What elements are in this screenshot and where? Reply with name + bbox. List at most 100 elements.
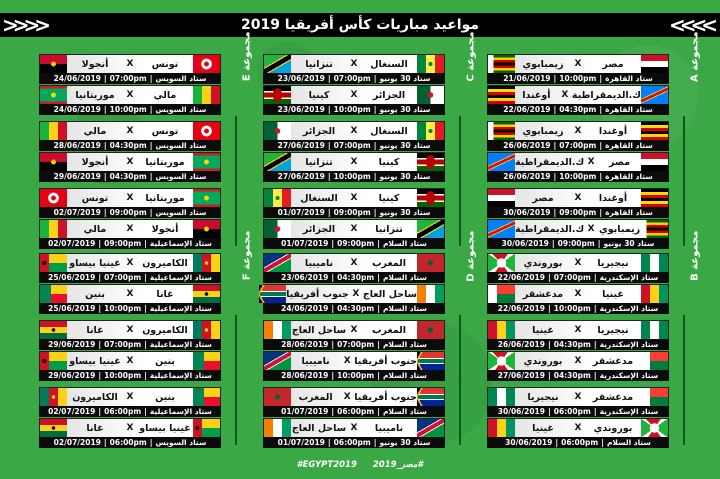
versus-separator: X <box>574 193 582 203</box>
match-teams-row: بوروندي X غينيا <box>487 418 669 437</box>
page-title: مواعيد مباريات كأس أفريقيا 2019 <box>240 17 480 33</box>
home-team: مصر <box>602 58 624 70</box>
match-teams-row: ك.الديمقراطية X أوغندا <box>487 85 669 104</box>
match-info: ستاد القاهرة | 10:00pm | 21/06/2019 <box>487 73 669 84</box>
away-team: موريتانيا <box>75 89 115 101</box>
drc-flag-icon <box>488 153 515 171</box>
match-venue: ستاد القاهرة <box>605 172 653 181</box>
angola-flag-icon <box>40 55 67 73</box>
match-date: 23/06/2019 <box>281 273 329 282</box>
info-divider: | <box>548 304 551 313</box>
versus-separator: X <box>574 392 582 402</box>
match-time: 10:00pm <box>104 304 142 313</box>
teams: مدغشقر X بوروندي <box>515 352 641 370</box>
match-venue: ستاد السويس <box>155 172 207 181</box>
away-team: مصر <box>532 192 554 204</box>
match-venue: ستاد 30 يونيو <box>379 105 431 114</box>
away-team: بوروندي <box>523 355 563 367</box>
info-divider: | <box>551 239 555 248</box>
burundi-flag-icon <box>641 419 668 437</box>
match-time: 06:00pm <box>104 407 142 416</box>
away-team: الجزائر <box>302 125 336 137</box>
versus-separator: X <box>352 289 360 299</box>
match-date: 29/06/2019 <box>48 340 96 349</box>
home-team: أنجولا <box>151 223 179 235</box>
ivorycoast-flag-icon <box>264 321 291 339</box>
hashtag-en: #EGYPT2019 <box>296 460 357 470</box>
versus-separator: X <box>126 356 134 366</box>
versus-separator: X <box>574 325 582 335</box>
match-card: أوغندا X زيمبابوي ستاد القاهرة | 07:00pm |… <box>487 121 669 151</box>
match-card: الكاميرون X غينيا بيساو ستاد الإسماعيلية… <box>39 253 221 283</box>
info-divider: | <box>331 239 335 248</box>
match-info: ستاد 30 يونيو | 07:00pm | 27/06/2019 <box>263 140 445 151</box>
match-info: ستاد الإسماعيلية | 07:00pm | 29/06/2019 <box>39 339 221 350</box>
group-label: مجموعة D <box>465 230 477 282</box>
versus-separator: X <box>587 224 595 234</box>
match-info: ستاد الإسكندرية | 10:00pm | 22/06/2019 <box>487 303 669 314</box>
info-divider: | <box>327 172 331 181</box>
match-venue: ستاد السويس <box>155 74 207 83</box>
match-info: ستاد السويس | 10:00pm | 24/06/2019 <box>39 104 221 115</box>
match-info: ستاد الإسكندرية | 06:00pm | 30/06/2019 <box>487 406 669 417</box>
group-divider-line <box>683 116 685 246</box>
match-date: 22/06/2019 <box>497 304 545 313</box>
teams: بوروندي X غينيا <box>515 419 641 437</box>
match-teams-row: مصر X ك.الديمقراطية <box>487 152 669 171</box>
group-label: مجموعة F <box>241 230 253 281</box>
teams: بنين X غينيا بيساو <box>67 352 193 370</box>
burundi-flag-icon <box>488 254 515 272</box>
morocco-flag-icon <box>264 388 291 406</box>
match-date: 22/06/2019 <box>497 273 545 282</box>
match-time: 06:00pm <box>337 407 375 416</box>
match-date: 27/06/2019 <box>277 141 325 150</box>
group-divider-line <box>235 315 237 445</box>
home-team: كينيا <box>378 192 400 204</box>
info-divider: | <box>377 273 380 282</box>
egypt-flag-icon <box>641 153 668 171</box>
home-team: غينيا <box>602 288 624 300</box>
info-divider: | <box>149 438 153 447</box>
match-teams-row: مدغشقر X بوروندي <box>487 351 669 370</box>
teams: جنوب أفريقيا X المغرب <box>291 388 417 406</box>
teams: أنجولا X مالي <box>67 220 193 238</box>
home-team: الكاميرون <box>142 257 188 269</box>
versus-separator: X <box>126 423 134 433</box>
match-date: 21/06/2019 <box>503 74 551 83</box>
match-venue: ستاد 30 يونيو <box>379 74 431 83</box>
versus-separator: X <box>350 325 358 335</box>
algeria-flag-icon <box>264 220 291 238</box>
home-team: جنوب أفريقيا <box>354 391 417 403</box>
info-divider: | <box>331 371 335 380</box>
match-time: 07:00pm <box>104 273 142 282</box>
match-time: 04:30pm <box>337 273 375 282</box>
home-team: بوروندي <box>593 422 633 434</box>
info-divider: | <box>327 74 331 83</box>
match-card: نيجيريا X غينيا ستاد الإسكندرية | 04:30pm… <box>487 320 669 350</box>
home-team: بنين <box>155 391 175 403</box>
away-team: أنجولا <box>81 58 109 70</box>
match-card: غينيا بيساو X غانا ستاد السويس | 06:00pm |… <box>39 418 221 448</box>
mali-flag-icon <box>40 220 67 238</box>
southafrica-flag-icon <box>417 352 444 370</box>
match-date: 01/07/2019 <box>281 407 329 416</box>
match-card: كينيا X السنغال ستاد 30 يونيو | 09:00pm | … <box>263 188 445 218</box>
match-card: موريتانيا X أنجولا ستاد السويس | 04:30pm |… <box>39 152 221 182</box>
away-team: الجزائر <box>302 223 336 235</box>
cameroon-flag-icon <box>193 254 220 272</box>
match-info: ستاد 30 يونيو | 09:00pm | 01/07/2019 <box>263 207 445 218</box>
match-venue: ستاد 30 يونيو <box>379 438 431 447</box>
match-teams-row: أوغندا X مصر <box>487 188 669 207</box>
info-divider: | <box>149 74 153 83</box>
match-time: 04:30pm <box>553 371 591 380</box>
match-venue: ستاد السلام <box>382 340 427 349</box>
madagascar-flag-icon <box>641 388 668 406</box>
mauritania-flag-icon <box>193 153 220 171</box>
morocco-flag-icon <box>417 254 444 272</box>
match-card: غانا X بنين ستاد الإسماعيلية | 10:00pm | 2… <box>39 284 221 314</box>
match-teams-row: زيمبابوي X ك.الديمقراطية <box>487 219 669 238</box>
match-card: مصر X ك.الديمقراطية ستاد القاهرة | 10:00p… <box>487 152 669 182</box>
group-label: مجموعة C <box>465 31 477 82</box>
match-card: السنغال X الجزائر ستاد 30 يونيو | 07:00pm… <box>263 121 445 151</box>
home-team: ك.الديمقراطية <box>571 89 641 101</box>
